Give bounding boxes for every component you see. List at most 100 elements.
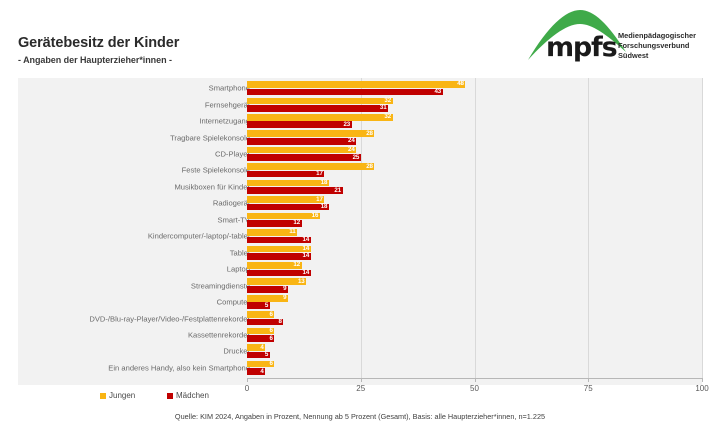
axis-tick-mark bbox=[474, 378, 476, 382]
category-label: Streamingdienste bbox=[190, 281, 250, 291]
category-label: Musikboxen für Kinder bbox=[174, 182, 250, 192]
category-label: Computer bbox=[216, 297, 250, 307]
bar-value-label: 48 bbox=[457, 80, 464, 88]
bar-mädchen: 17 bbox=[247, 170, 325, 178]
chart-header: Gerätebesitz der Kinder - Angaben der Ha… bbox=[0, 0, 720, 78]
bar-value-label: 16 bbox=[311, 211, 319, 219]
bar-jungen: 4 bbox=[247, 343, 266, 351]
axis-tick-label: 75 bbox=[583, 384, 593, 393]
bar-value-label: 6 bbox=[269, 334, 273, 342]
bar-mädchen: 14 bbox=[247, 269, 311, 277]
bar-value-label: 24 bbox=[348, 146, 355, 154]
chart-row: Smartphone 48 43 bbox=[18, 80, 702, 96]
category-label: DVD-/Blu-ray-Player/Video-/Festplattenre… bbox=[89, 314, 250, 324]
chart-subtitle: - Angaben der Haupterzieher*innen - bbox=[18, 54, 172, 65]
axis-tick-mark bbox=[247, 378, 248, 382]
bar-value-label: 17 bbox=[316, 195, 323, 203]
bar-mädchen: 8 bbox=[247, 318, 284, 326]
bar-mädchen: 14 bbox=[247, 235, 311, 244]
gridline bbox=[702, 78, 703, 378]
chart-row: Kindercomputer/-laptop/-tablet 11 14 bbox=[18, 228, 702, 244]
bar-value-label: 28 bbox=[366, 162, 373, 170]
bar-mädchen: 5 bbox=[247, 301, 270, 310]
chart-row: Kassettenrekorder 6 6 bbox=[18, 327, 702, 343]
bar-jungen: 16 bbox=[247, 211, 320, 220]
bar-mädchen: 5 bbox=[247, 350, 270, 359]
bar-jungen: 18 bbox=[247, 178, 329, 187]
bar-pair: 14 14 bbox=[247, 245, 702, 261]
bar-jungen: 24 bbox=[247, 146, 357, 154]
chart-row: DVD-/Blu-ray-Player/Video-/Festplattenre… bbox=[18, 310, 702, 326]
category-label: Ein anderes Handy, also kein Smartphone bbox=[108, 363, 250, 373]
axis-tick-mark bbox=[360, 378, 362, 382]
bar-pair: 17 18 bbox=[247, 195, 702, 211]
bar-pair: 13 9 bbox=[247, 277, 702, 293]
bar-jungen: 32 bbox=[247, 97, 393, 105]
legend-swatch-icon bbox=[100, 392, 106, 399]
category-label: Tablet bbox=[229, 248, 250, 258]
mpfs-logo: mpfs Medienpädagogischer Forschungsverbu… bbox=[522, 8, 712, 70]
bar-mädchen: 25 bbox=[247, 154, 361, 161]
bar-value-label: 21 bbox=[334, 186, 342, 194]
bar-value-label: 6 bbox=[269, 359, 273, 367]
category-label: Smart-TV bbox=[217, 215, 251, 225]
bar-mädchen: 43 bbox=[247, 87, 443, 96]
legend-item-mädchen[interactable]: Mädchen bbox=[167, 391, 209, 400]
bar-mädchen: 9 bbox=[247, 285, 288, 293]
category-label: Smartphone bbox=[208, 83, 250, 93]
bar-value-label: 14 bbox=[302, 252, 310, 260]
bar-value-label: 25 bbox=[352, 153, 360, 161]
bar-value-label: 4 bbox=[260, 343, 264, 351]
bar-pair: 48 43 bbox=[247, 80, 702, 96]
chart-row: Laptop 12 14 bbox=[18, 261, 702, 277]
bar-value-label: 4 bbox=[260, 367, 264, 375]
bar-value-label: 5 bbox=[264, 301, 269, 309]
category-label: Tragbare Spielekonsole bbox=[170, 133, 250, 143]
chart-row: Radiogerät 17 18 bbox=[18, 195, 702, 211]
legend-swatch-icon bbox=[167, 392, 173, 399]
bar-value-label: 5 bbox=[264, 350, 269, 358]
gridline bbox=[474, 78, 476, 378]
bar-value-label: 32 bbox=[384, 113, 392, 121]
bar-mädchen: 4 bbox=[247, 367, 266, 375]
chart-row: Smart-TV 16 12 bbox=[18, 212, 702, 228]
bar-jungen: 48 bbox=[247, 80, 466, 88]
axis-tick-label: 25 bbox=[356, 384, 366, 393]
category-label: Kindercomputer/-laptop/-tablet bbox=[147, 231, 250, 241]
axis-tick-label: 0 bbox=[244, 384, 250, 393]
bar-value-label: 11 bbox=[289, 228, 296, 236]
bar-value-label: 18 bbox=[320, 202, 328, 210]
bar-value-label: 14 bbox=[302, 235, 310, 243]
bar-value-label: 43 bbox=[434, 87, 442, 95]
bar-mädchen: 12 bbox=[247, 220, 302, 227]
bar-jungen: 14 bbox=[247, 245, 311, 253]
gridline bbox=[588, 78, 590, 378]
category-label: Kassettenrekorder bbox=[187, 330, 250, 340]
bar-value-label: 17 bbox=[316, 170, 323, 178]
bar-value-label: 12 bbox=[293, 261, 301, 269]
bar-pair: 24 25 bbox=[247, 146, 702, 162]
bar-mädchen: 23 bbox=[247, 121, 352, 129]
category-label: Drucker bbox=[223, 346, 250, 356]
legend-item-jungen[interactable]: Jungen bbox=[100, 391, 135, 400]
legend-label: Mädchen bbox=[176, 391, 209, 400]
bar-pair: 11 14 bbox=[247, 228, 702, 244]
bar-value-label: 18 bbox=[320, 178, 328, 186]
bar-value-label: 12 bbox=[293, 219, 301, 227]
bar-jungen: 28 bbox=[247, 162, 375, 170]
bar-value-label: 28 bbox=[366, 129, 373, 137]
x-axis: 0 25 50 75 100 bbox=[18, 378, 709, 404]
chart-row: Ein anderes Handy, also kein Smartphone 6… bbox=[18, 360, 702, 376]
chart-row: Musikboxen für Kinder 18 21 bbox=[18, 179, 702, 195]
gridline bbox=[360, 78, 362, 378]
bar-mädchen: 14 bbox=[247, 253, 311, 260]
bar-pair: 18 21 bbox=[247, 179, 702, 195]
bar-jungen: 17 bbox=[247, 195, 325, 203]
chart-row: Tragbare Spielekonsole 28 24 bbox=[18, 129, 702, 145]
axis-tick-mark bbox=[588, 378, 590, 382]
source-note: Quelle: KIM 2024, Angaben in Prozent, Ne… bbox=[174, 412, 546, 421]
bar-value-label: 6 bbox=[269, 310, 273, 318]
